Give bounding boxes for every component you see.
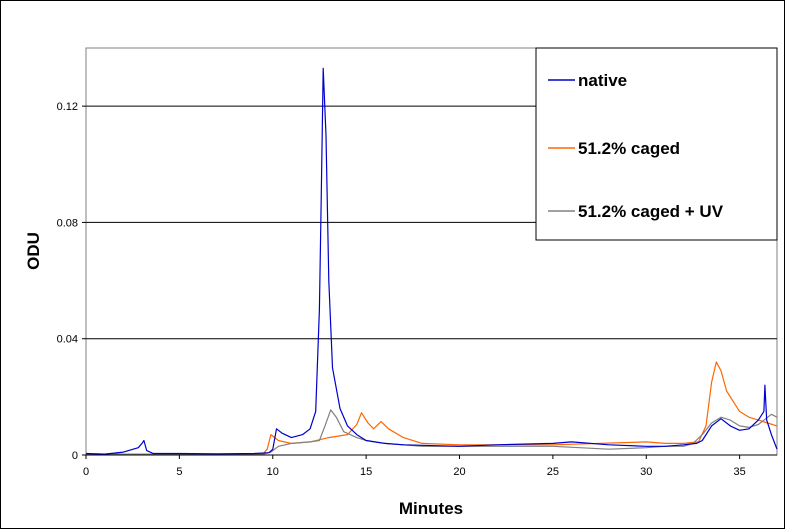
legend-label: 51.2% caged — [578, 139, 680, 158]
x-tick-label: 0 — [83, 466, 89, 478]
legend-label: 51.2% caged + UV — [578, 202, 724, 221]
y-tick-label: 0.12 — [57, 101, 78, 113]
y-tick-label: 0.04 — [57, 334, 78, 346]
x-axis-ticks: 0 5 10 15 20 25 30 35 — [83, 455, 746, 478]
x-tick-label: 35 — [734, 466, 746, 478]
legend-label: native — [578, 71, 627, 90]
x-axis-title: Minutes — [399, 499, 463, 518]
x-tick-label: 20 — [453, 466, 465, 478]
x-tick-label: 5 — [176, 466, 182, 478]
series-line-0 — [85, 67, 778, 455]
series-layer — [85, 67, 778, 455]
y-axis-title: ODU — [24, 232, 43, 270]
x-tick-label: 25 — [547, 466, 559, 478]
y-axis-ticks: 0 0.04 0.08 0.12 — [57, 101, 86, 462]
x-tick-label: 15 — [360, 466, 372, 478]
legend: native 51.2% caged 51.2% caged + UV — [535, 47, 778, 241]
x-tick-label: 10 — [267, 466, 279, 478]
series-line-1 — [86, 361, 778, 455]
y-tick-label: 0.08 — [57, 217, 78, 229]
legend-box — [535, 47, 778, 241]
legend-items: native 51.2% caged 51.2% caged + UV — [548, 71, 724, 221]
y-tick-label: 0 — [72, 450, 78, 462]
x-tick-label: 30 — [640, 466, 652, 478]
